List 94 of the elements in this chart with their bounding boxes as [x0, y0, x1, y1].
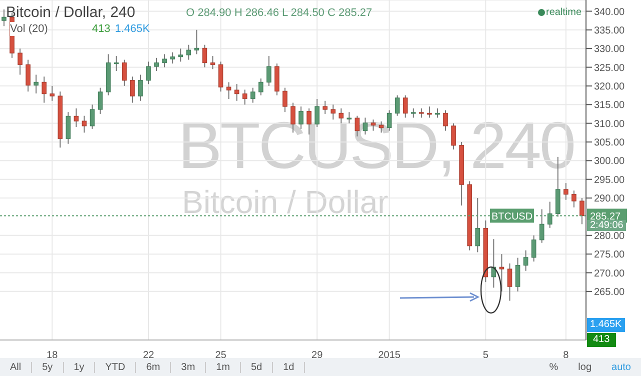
y-tick-label: 275.00	[594, 250, 626, 261]
candlestick	[138, 74, 143, 102]
x-tick-label: 25	[215, 350, 227, 361]
annotation: O 284.90 H 286.46 L 284.50 C 285.27	[186, 6, 372, 20]
text: 1m	[206, 362, 241, 372]
candlestick	[330, 104, 336, 120]
candlestick	[74, 108, 79, 128]
chart-title: Bitcoin / Dollar, 240	[6, 4, 136, 21]
candlestick	[282, 87, 288, 113]
candlestick	[250, 87, 256, 104]
text: 1y	[64, 362, 96, 372]
text: auto	[610, 362, 632, 372]
candlestick	[170, 52, 175, 64]
text: All	[0, 362, 32, 372]
y-tick-label: 340.00	[594, 6, 626, 18]
candlestick	[515, 257, 520, 292]
candlestick	[154, 57, 159, 72]
annotation: Vol (20)	[10, 22, 48, 36]
candlestick	[194, 29, 200, 55]
candlestick	[2, 8, 6, 27]
text: 2:49:06	[587, 220, 626, 231]
candlestick	[226, 82, 232, 100]
candlestick	[218, 61, 224, 92]
y-tick-label: 265.00	[594, 286, 626, 298]
y-tick-label: 270.00	[594, 268, 626, 280]
candlestick	[322, 100, 328, 114]
annotation: 1.465K	[115, 22, 150, 36]
candlestick	[266, 56, 272, 86]
candlestick	[435, 108, 440, 118]
y-tick-label: 315.00	[594, 100, 626, 112]
annotation: 413	[92, 22, 110, 36]
candlestick	[523, 250, 528, 272]
text: log	[577, 362, 593, 372]
candlestick	[18, 48, 22, 76]
text: YTD	[95, 362, 136, 372]
candlestick	[394, 94, 400, 116]
text: 3m	[171, 362, 206, 372]
candlestick	[564, 182, 568, 200]
annotation: realtime	[546, 6, 582, 20]
y-tick-label: 310.00	[594, 118, 626, 130]
y-tick-label: 300.00	[594, 156, 626, 168]
y-tick-label: 335.00	[594, 25, 626, 36]
candlestick	[580, 198, 584, 225]
text: 5y	[32, 362, 64, 372]
y-tick-label: 330.00	[594, 44, 626, 56]
ref-line-label: BTCUSD	[491, 212, 533, 223]
candlestick	[90, 104, 95, 130]
x-tick-label: 5	[482, 350, 489, 361]
candlestick	[402, 94, 408, 118]
candlestick	[146, 61, 151, 85]
candlestick	[531, 234, 536, 262]
candlestick	[202, 44, 208, 68]
candlestick	[26, 59, 30, 92]
text: 6m	[136, 362, 172, 372]
candlestick	[82, 115, 87, 134]
candlestick	[162, 54, 167, 68]
candlestick	[178, 48, 184, 62]
candlestick	[130, 76, 135, 104]
x-tick-label: 18	[46, 350, 58, 361]
candlestick	[451, 122, 456, 150]
candlestick	[66, 112, 71, 144]
candlestick	[34, 74, 39, 94]
candlestick	[114, 56, 119, 72]
candlestick	[186, 44, 192, 60]
candlestick	[122, 59, 127, 86]
candlestick	[234, 84, 240, 102]
y-tick-label: 280.00	[594, 230, 626, 242]
text: 413	[587, 333, 616, 347]
y-tick-label: 320.00	[594, 81, 626, 92]
candlestick	[499, 254, 504, 292]
candlestick	[210, 56, 216, 70]
candlestick	[242, 89, 248, 106]
text: %	[548, 362, 560, 372]
candlestick	[50, 85, 55, 102]
candlestick	[378, 120, 384, 134]
x-tick-label: 29	[312, 350, 324, 361]
x-tick-label: 8	[563, 350, 570, 361]
text: 1d	[273, 362, 306, 372]
y-tick-label: 295.00	[594, 174, 626, 186]
candlestick	[42, 76, 47, 104]
candlestick	[98, 87, 103, 114]
candlestick	[410, 108, 416, 118]
x-tick-label: 2015	[378, 350, 401, 361]
x-tick-label: 22	[142, 350, 155, 361]
candlestick	[507, 262, 512, 302]
candlestick	[419, 108, 424, 118]
y-tick-label: 290.00	[594, 194, 626, 205]
text: 1.465K	[587, 318, 625, 332]
candlestick	[258, 78, 264, 96]
y-tick-label: 305.00	[594, 138, 626, 149]
candlestick	[427, 106, 432, 118]
candlestick	[572, 190, 576, 208]
text: 5d	[240, 362, 274, 372]
y-tick-label: 325.00	[594, 62, 626, 74]
